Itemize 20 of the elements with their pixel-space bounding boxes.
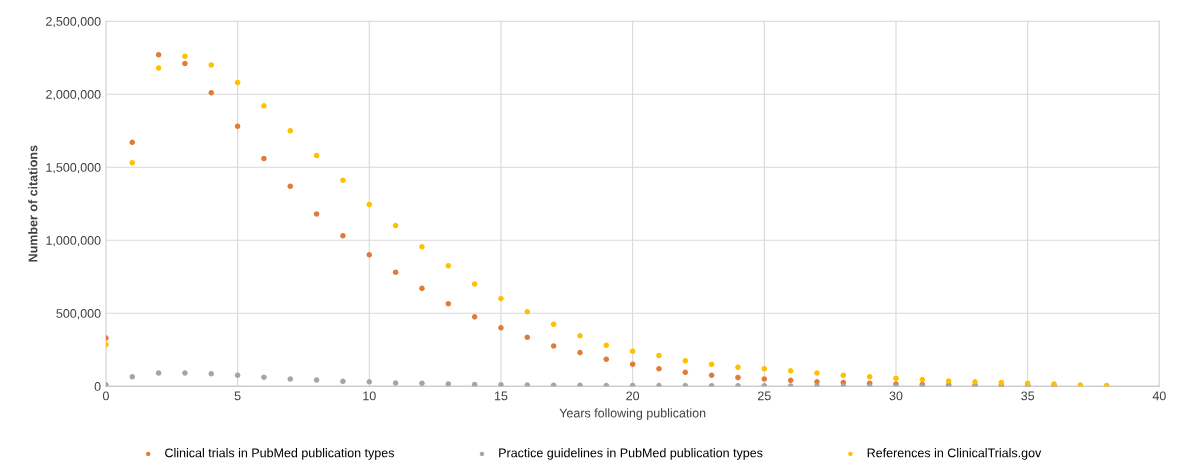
y-tick-label: 1,000,000 — [46, 236, 101, 247]
x-tick-label: 15 — [494, 391, 508, 401]
legend-label: Clinical trials in PubMed publication types — [165, 448, 395, 460]
y-tick-label: 0 — [94, 382, 101, 391]
x-tick-label: 25 — [757, 391, 771, 401]
x-tick-label: 35 — [1021, 391, 1035, 401]
x-tick-label: 10 — [363, 391, 376, 401]
y-tick-label: 1,500,000 — [46, 163, 101, 174]
y-tick-label: 500,000 — [56, 309, 101, 320]
legend-label: References in ClinicalTrials.gov — [867, 448, 1042, 460]
legend-label: Practice guidelines in PubMed publication types — [499, 448, 763, 460]
x-axis-title: Years following publication — [559, 408, 706, 420]
y-tick-label: 2,000,000 — [46, 90, 101, 101]
x-tick-label: 0 — [102, 391, 109, 401]
y-tick-label: 2,500,000 — [46, 17, 101, 28]
x-tick-label: 30 — [889, 391, 903, 401]
y-axis-title: Number of citations — [28, 145, 38, 262]
x-tick-label: 5 — [234, 391, 241, 401]
x-tick-label: 40 — [1152, 391, 1166, 401]
x-tick-label: 20 — [626, 391, 640, 401]
